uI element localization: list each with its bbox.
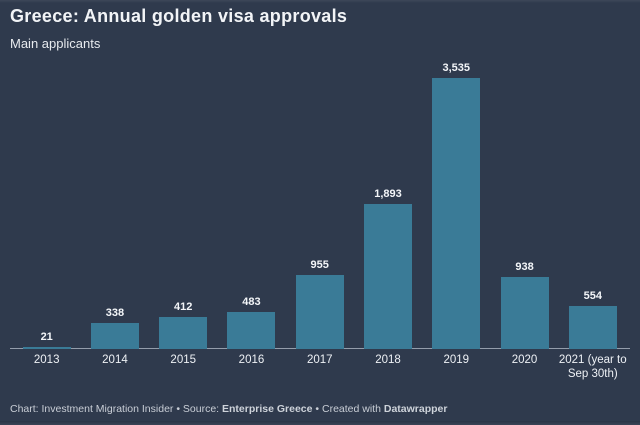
bar-slot: 938 (500, 77, 549, 349)
x-axis-line (10, 348, 630, 349)
footer-credit: Chart: Investment Migration Insider • So… (10, 403, 223, 415)
bar-2013 (22, 346, 71, 349)
x-tick-label: 2015 (170, 353, 197, 366)
bar-slot: 483 (227, 77, 276, 349)
value-label: 554 (583, 290, 602, 303)
chart-title: Greece: Annual golden visa approvals (10, 5, 348, 26)
bar-2021 (568, 306, 617, 349)
x-tick-label: 2016 (238, 353, 265, 366)
value-label: 1,893 (374, 187, 402, 200)
x-tick-label: 2018 (375, 353, 401, 366)
bar-2015 (159, 316, 208, 349)
value-label: 955 (310, 259, 329, 272)
bar-2020 (500, 276, 549, 349)
x-tick-label: 2019 (443, 353, 470, 366)
value-label: 412 (174, 300, 193, 313)
bar-2018 (364, 203, 412, 349)
bar-slot: 1,893 (364, 77, 412, 349)
bar-slot: 338 (90, 77, 139, 349)
bar-slot: 554 (568, 77, 617, 349)
bar-slot: 412 (159, 77, 208, 349)
top-edge-highlight (0, 0, 640, 3)
bar-2014 (90, 322, 139, 349)
bar-2019 (432, 78, 481, 349)
x-tick-label: 2014 (102, 353, 128, 366)
value-label: 483 (242, 295, 261, 308)
chart-footer: Chart: Investment Migration Insider • So… (10, 403, 447, 416)
chart-subtitle: Main applicants (10, 36, 101, 51)
bar-slot: 955 (295, 77, 344, 349)
bar-slot: 3,535 (432, 62, 481, 349)
bottom-edge-shade (0, 421, 640, 425)
value-label: 938 (515, 260, 534, 273)
x-tick-label: 2021 (year to Sep 30th) (558, 353, 627, 380)
footer-source: Enterprise Greece (222, 403, 313, 415)
footer-brand: Datawrapper (383, 403, 448, 415)
value-label: 3,535 (442, 62, 471, 74)
x-tick-label: 2017 (306, 353, 333, 366)
value-label: 338 (105, 306, 125, 319)
bar-2016 (227, 311, 276, 349)
bar-slot: 21 (22, 77, 71, 349)
footer-created-with: • Created with (312, 403, 384, 415)
x-tick-label: 2013 (33, 353, 60, 366)
bar-2017 (295, 275, 344, 349)
value-label: 21 (40, 330, 53, 343)
x-tick-label: 2020 (511, 353, 538, 366)
